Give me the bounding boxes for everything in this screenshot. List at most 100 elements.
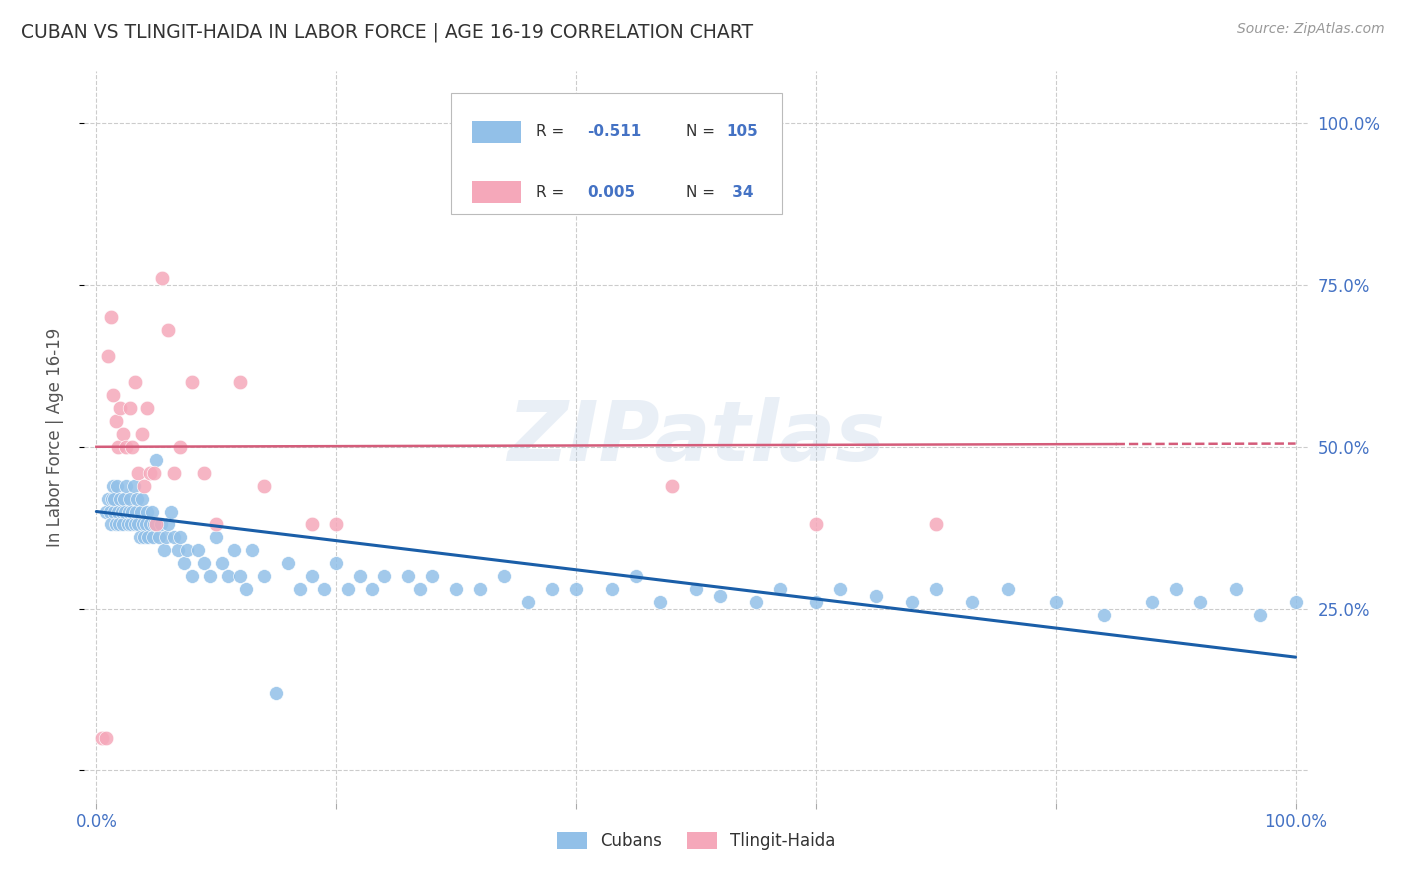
Point [565, 582, 588, 597]
Point [828, 582, 851, 597]
Point [97, 349, 120, 363]
Point [235, 582, 257, 597]
Point [301, 517, 323, 532]
Text: R =: R = [536, 124, 564, 139]
Point [200, 569, 222, 583]
Point [103, 491, 125, 506]
Point [176, 543, 198, 558]
Point [114, 504, 136, 518]
Point [111, 517, 134, 532]
Point [661, 478, 683, 492]
Point [264, 686, 287, 700]
Text: CUBAN VS TLINGIT-HAIDA IN LABOR FORCE | AGE 16-19 CORRELATION CHART: CUBAN VS TLINGIT-HAIDA IN LABOR FORCE | … [21, 22, 754, 42]
Text: ZIPatlas: ZIPatlas [508, 397, 884, 477]
Point [420, 569, 443, 583]
Point [187, 543, 209, 558]
Point [193, 557, 215, 571]
Point [118, 504, 141, 518]
Point [148, 530, 170, 544]
Point [229, 375, 252, 389]
Point [290, 582, 312, 597]
Point [1045, 595, 1067, 609]
Point [127, 466, 149, 480]
Point [181, 375, 204, 389]
Point [120, 517, 142, 532]
Point [150, 271, 173, 285]
Point [94, 504, 117, 518]
Point [108, 517, 131, 532]
Point [1225, 582, 1247, 597]
Point [132, 517, 155, 532]
Point [135, 517, 157, 532]
Point [205, 530, 228, 544]
Point [139, 466, 162, 480]
Y-axis label: In Labor Force | Age 16-19: In Labor Force | Age 16-19 [45, 327, 63, 547]
Point [125, 504, 148, 518]
Point [110, 491, 132, 506]
Point [94, 731, 117, 745]
Point [709, 589, 731, 603]
Point [118, 401, 141, 415]
Point [107, 504, 129, 518]
Point [541, 582, 564, 597]
Point [1164, 582, 1187, 597]
Text: N =: N = [686, 124, 716, 139]
Point [205, 517, 228, 532]
Point [100, 310, 122, 325]
Point [91, 731, 114, 745]
Point [115, 478, 138, 492]
Point [127, 491, 149, 506]
Point [396, 569, 419, 583]
Point [1284, 595, 1306, 609]
Point [103, 504, 125, 518]
Point [925, 517, 948, 532]
Point [648, 595, 671, 609]
Point [444, 582, 467, 597]
Point [141, 504, 163, 518]
Point [111, 426, 134, 441]
Point [121, 504, 143, 518]
Point [229, 569, 252, 583]
Point [804, 595, 827, 609]
FancyBboxPatch shape [451, 94, 782, 214]
Point [131, 491, 153, 506]
Point [865, 589, 887, 603]
Point [127, 517, 149, 532]
Point [150, 517, 173, 532]
Point [124, 517, 146, 532]
Point [173, 557, 195, 571]
Point [104, 414, 127, 428]
Text: -0.511: -0.511 [588, 124, 641, 139]
Point [211, 557, 233, 571]
Point [97, 491, 120, 506]
Text: R =: R = [536, 185, 564, 200]
Text: 0.005: 0.005 [588, 185, 636, 200]
Point [135, 504, 157, 518]
Text: N =: N = [686, 185, 716, 200]
Point [325, 517, 347, 532]
Point [107, 440, 129, 454]
Point [142, 530, 165, 544]
Point [373, 569, 395, 583]
Point [112, 491, 135, 506]
Point [277, 557, 299, 571]
Point [117, 517, 139, 532]
FancyBboxPatch shape [472, 181, 522, 203]
Point [361, 582, 384, 597]
Legend: Cubans, Tlingit-Haida: Cubans, Tlingit-Haida [550, 825, 842, 856]
Point [152, 543, 174, 558]
Point [134, 530, 156, 544]
Point [131, 426, 153, 441]
Point [100, 517, 122, 532]
Point [624, 569, 647, 583]
Point [193, 466, 215, 480]
Point [110, 401, 132, 415]
Point [745, 595, 768, 609]
Point [804, 517, 827, 532]
Point [135, 401, 157, 415]
Point [600, 582, 623, 597]
Point [769, 582, 792, 597]
Point [253, 569, 276, 583]
Point [468, 582, 491, 597]
Point [157, 323, 180, 337]
